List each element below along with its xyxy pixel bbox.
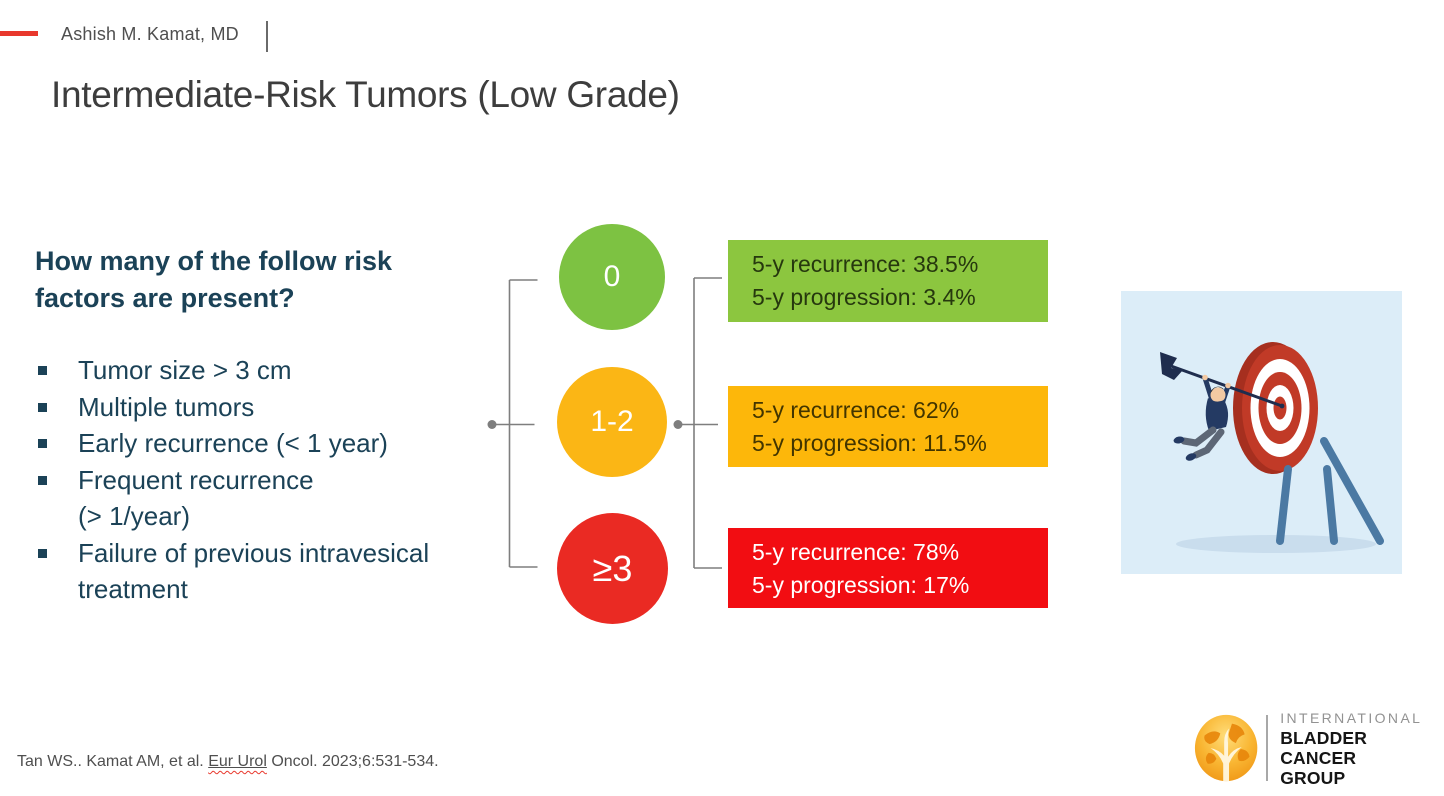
- risk-count-circle-3plus: ≥3: [557, 513, 668, 624]
- progression-line: 5-y progression: 3.4%: [752, 284, 976, 310]
- risk-count-circle-1-2: 1-2: [557, 367, 667, 477]
- bullet-square-icon: [38, 366, 47, 375]
- bullet-square-icon: [38, 439, 47, 448]
- right-bracket: [678, 277, 722, 569]
- presenter-name: Ashish M. Kamat, MD: [61, 24, 239, 44]
- globe-icon: [1194, 714, 1258, 782]
- outcome-box-mid: 5-y recurrence: 62% 5-y progression: 11.…: [728, 386, 1048, 467]
- logo-divider: [1266, 715, 1269, 781]
- target-front-legs: [1276, 465, 1338, 545]
- bullet-square-icon: [38, 548, 47, 558]
- left-bracket-dot: [487, 420, 497, 429]
- citation-journal: Eur Urol: [208, 753, 267, 770]
- left-bracket: [492, 279, 538, 568]
- brand-dash: [0, 31, 38, 36]
- recurrence-line: 5-y recurrence: 78%: [752, 539, 960, 565]
- circle-label: 1-2: [590, 405, 634, 438]
- logo-text: INTERNATIONAL BLADDER CANCER GROUP: [1280, 708, 1444, 788]
- recurrence-line: 5-y recurrence: 38.5%: [752, 251, 979, 277]
- target-stand: [1320, 437, 1384, 545]
- page-title: Intermediate-Risk Tumors (Low Grade): [51, 74, 680, 115]
- bracket-connectors: [487, 277, 722, 569]
- ground-shadow: [1176, 535, 1376, 553]
- citation-prefix: Tan WS.. Kamat AM, et al.: [17, 753, 209, 770]
- progression-line: 5-y progression: 17%: [752, 572, 970, 598]
- outcome-box-low: 5-y recurrence: 38.5% 5-y progression: 3…: [728, 240, 1048, 322]
- bullet-square-icon: [38, 402, 47, 412]
- recurrence-line: 5-y recurrence: 62%: [752, 397, 960, 423]
- logo-bladder-cancer: BLADDER CANCER: [1280, 728, 1368, 768]
- presenter-divider: [266, 21, 268, 52]
- risk-question-heading: How many of the follow risk factors are …: [35, 246, 393, 313]
- circle-label: 0: [603, 260, 621, 293]
- right-bracket-dot: [673, 420, 683, 429]
- circle-label: ≥3: [592, 547, 633, 589]
- list-item: Frequent recurrence (> 1/year): [35, 462, 515, 535]
- list-item: Tumor size > 3 cm: [35, 352, 515, 389]
- risk-count-circle-0: 0: [559, 224, 665, 330]
- citation-suffix: Oncol. 2023;6:531-534.: [266, 753, 439, 770]
- list-item: Multiple tumors: [35, 389, 515, 426]
- list-item: Failure of previous intravesical treatme…: [35, 535, 515, 608]
- logo-international: INTERNATIONAL: [1280, 710, 1423, 726]
- risk-factor-list: Tumor size > 3 cm Multiple tumors Early …: [35, 352, 515, 608]
- list-item: Early recurrence (< 1 year): [35, 425, 515, 462]
- target-icon: [1233, 342, 1318, 474]
- citation: Tan WS.. Kamat AM, et al. Eur Urol Oncol…: [17, 753, 439, 771]
- bullet-square-icon: [38, 475, 47, 485]
- outcome-box-high: 5-y recurrence: 78% 5-y progression: 17%: [728, 528, 1048, 608]
- ibcg-logo: INTERNATIONAL BLADDER CANCER GROUP: [1192, 708, 1444, 788]
- person-figure: [1173, 374, 1231, 461]
- logo-group: GROUP: [1280, 768, 1346, 788]
- progression-line: 5-y progression: 11.5%: [752, 430, 987, 456]
- target-illustration: [1121, 291, 1402, 574]
